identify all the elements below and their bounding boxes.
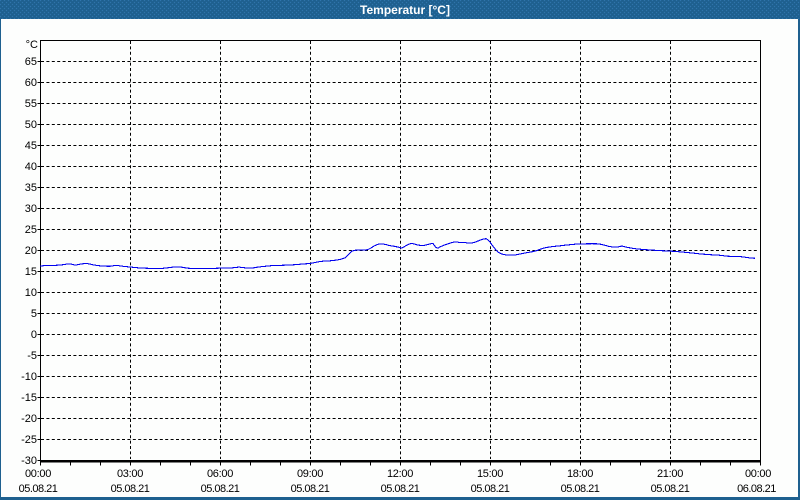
- svg-text:°C: °C: [26, 39, 38, 51]
- svg-text:50: 50: [25, 119, 37, 131]
- svg-text:55: 55: [25, 98, 37, 110]
- svg-text:20: 20: [25, 245, 37, 257]
- svg-text:12:00: 12:00: [387, 468, 413, 480]
- svg-text:09:00: 09:00: [297, 468, 323, 480]
- svg-text:60: 60: [25, 77, 37, 89]
- svg-text:18:00: 18:00: [567, 468, 593, 480]
- svg-text:05.08.21: 05.08.21: [201, 483, 240, 495]
- svg-text:0: 0: [31, 329, 37, 341]
- svg-text:25: 25: [25, 224, 37, 236]
- svg-text:5: 5: [31, 308, 37, 320]
- svg-text:06:00: 06:00: [207, 468, 233, 480]
- svg-text:Temperatur [°C]: Temperatur [°C]: [360, 3, 450, 17]
- svg-text:00:00: 00:00: [25, 468, 51, 480]
- svg-text:05.08.21: 05.08.21: [291, 483, 330, 495]
- svg-text:-15: -15: [21, 392, 37, 404]
- svg-text:35: 35: [25, 182, 37, 194]
- svg-text:-10: -10: [21, 371, 37, 383]
- svg-text:-5: -5: [27, 350, 37, 362]
- svg-text:15: 15: [25, 266, 37, 278]
- svg-text:06.08.21: 06.08.21: [737, 483, 776, 495]
- svg-text:03:00: 03:00: [117, 468, 143, 480]
- svg-text:05.08.21: 05.08.21: [651, 483, 690, 495]
- svg-text:15:00: 15:00: [477, 468, 503, 480]
- svg-text:05.08.21: 05.08.21: [561, 483, 600, 495]
- svg-text:65: 65: [25, 56, 37, 68]
- svg-text:05.08.21: 05.08.21: [111, 483, 150, 495]
- svg-text:21:00: 21:00: [657, 468, 683, 480]
- svg-text:40: 40: [25, 161, 37, 173]
- svg-text:45: 45: [25, 140, 37, 152]
- svg-text:-20: -20: [21, 413, 37, 425]
- svg-text:00:00: 00:00: [745, 468, 771, 480]
- svg-text:30: 30: [25, 203, 37, 215]
- svg-text:05.08.21: 05.08.21: [19, 483, 58, 495]
- svg-text:10: 10: [25, 287, 37, 299]
- svg-text:05.08.21: 05.08.21: [471, 483, 510, 495]
- svg-text:05.08.21: 05.08.21: [381, 483, 420, 495]
- svg-text:-25: -25: [21, 434, 37, 446]
- svg-text:-30: -30: [21, 455, 37, 467]
